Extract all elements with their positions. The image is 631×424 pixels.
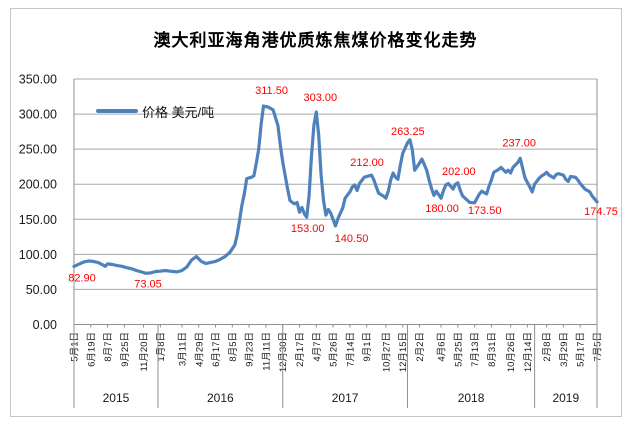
data-label: 173.50 [468,205,502,217]
x-axis-tick-label: 7月14日 [345,332,356,367]
chart-title: 澳大利亚海角港优质炼焦煤价格变化走势 [153,31,478,50]
year-label: 2019 [552,391,579,405]
x-axis-tick-label: 2月2日 [415,332,426,362]
x-axis-tick-label: 8月5日 [228,332,239,362]
x-axis-tick-label: 7月5日 [593,332,604,362]
y-axis-tick-label: 250.00 [19,143,57,157]
data-label: 212.00 [350,157,384,169]
x-axis-tick-label: 3月11日 [177,332,188,366]
x-axis-tick-label: 4月29日 [194,332,205,367]
x-axis-tick-label: 9月1日 [362,332,373,362]
data-label: 311.50 [255,85,288,97]
data-label: 140.50 [335,233,369,245]
x-axis-tick-label: 9月25日 [120,332,131,367]
x-axis-tick-label: 1月8日 [156,332,167,362]
x-axis-tick-label: 10月26日 [506,332,517,372]
x-axis-tick-label: 2月8日 [542,332,553,362]
x-axis-tick-label: 9月23日 [245,332,256,367]
y-axis-tick-label: 100.00 [19,248,57,262]
y-axis-tick-label: 200.00 [19,178,57,192]
data-label: 73.05 [134,278,162,290]
x-axis-tick-label: 6月17日 [211,332,222,367]
x-axis-tick-label: 11月11日 [261,332,272,371]
x-axis-tick-label: 12月14日 [523,332,534,372]
x-axis-tick-label: 8月7日 [103,332,114,362]
x-axis-tick-label: 5月17日 [576,332,587,367]
year-label: 2018 [458,391,485,405]
y-axis-tick-label: 300.00 [19,108,57,122]
y-axis-tick-label: 0.00 [33,318,57,332]
data-label: 303.00 [303,92,337,104]
data-label: 82.90 [68,272,96,284]
x-axis-tick-label: 12月30日 [278,332,289,372]
y-axis-tick-label: 50.00 [26,283,57,297]
x-axis-tick-label: 2月17日 [295,332,306,367]
legend-label: 价格 美元/吨 [142,104,215,120]
x-axis-tick-label: 5月26日 [329,332,340,367]
chart-border [10,8,622,417]
x-axis-tick-label: 5月25日 [453,332,464,367]
price-line [72,104,599,275]
x-axis-tick-label: 4月6日 [437,332,448,362]
legend: 价格 美元/吨 [96,103,215,120]
year-label: 2017 [332,391,359,405]
data-label: 153.00 [291,223,325,235]
year-label: 2016 [207,391,234,405]
y-axis-tick-label: 350.00 [19,73,57,87]
x-axis-tick-label: 3月29日 [559,332,570,367]
data-label: 180.00 [425,203,459,215]
x-axis-tick-label: 7月13日 [470,332,481,367]
x-axis-tick-label: 10月27日 [381,332,392,372]
y-axis-tick-label: 150.00 [19,213,57,227]
x-axis-tick-label: 8月31日 [487,332,498,367]
x-axis-tick-label: 6月19日 [86,332,97,367]
x-axis-tick-label: 11月20日 [139,332,150,371]
data-label: 174.75 [584,206,618,218]
x-axis-tick-label: 12月15日 [398,332,409,372]
data-label: 263.25 [391,126,425,138]
year-label: 2015 [103,391,130,405]
x-axis-tick-label: 4月7日 [312,332,323,362]
legend-line-swatch [96,109,138,113]
data-label: 202.00 [442,166,476,178]
x-axis-tick-label: 5月1日 [70,332,81,362]
data-label: 237.00 [502,137,536,149]
